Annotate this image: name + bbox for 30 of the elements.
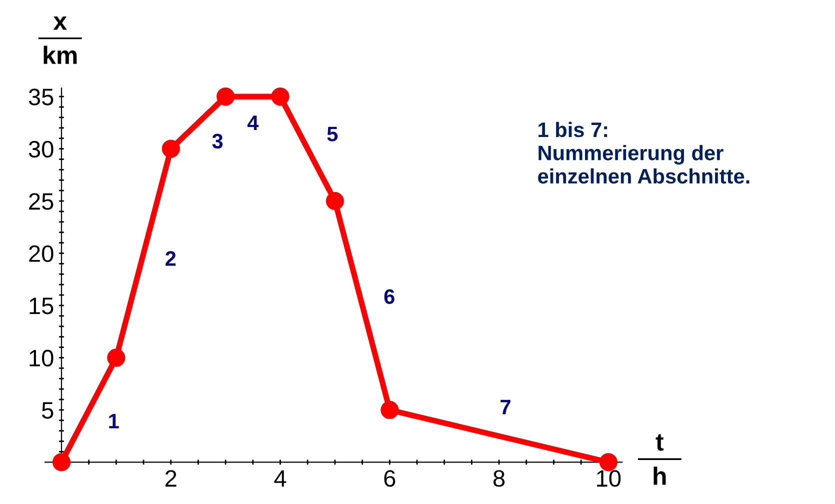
point xyxy=(216,88,235,106)
x-axis-title: t h xyxy=(654,434,666,485)
y-axis-title: x km xyxy=(44,16,77,64)
y-tick-label: 10 xyxy=(30,350,54,366)
point xyxy=(52,453,71,472)
x-tick-label: 6 xyxy=(384,470,396,487)
annotation: 3 xyxy=(212,134,223,149)
x-tick-label: 10 xyxy=(597,470,621,487)
point xyxy=(271,88,290,106)
x-tick-label: 4 xyxy=(274,470,286,487)
point xyxy=(380,400,399,419)
point xyxy=(599,453,618,472)
annotation: 1 bis 7: Nummerierung der einzelnen Abschnitte. xyxy=(538,122,750,184)
annotation: 4 xyxy=(247,116,259,130)
y-tick-label: 35 xyxy=(28,88,54,106)
y-tick-label: 20 xyxy=(29,245,54,262)
point xyxy=(326,192,344,210)
annotation: 2 xyxy=(166,251,176,266)
annotation: 5 xyxy=(327,126,338,142)
y-tick-label: 25 xyxy=(29,193,54,210)
annotation: 6 xyxy=(384,289,394,304)
y-tick-label: 30 xyxy=(28,140,54,158)
annotation: 7 xyxy=(500,400,510,414)
y-tick-label: 5 xyxy=(42,402,54,419)
point xyxy=(162,140,180,158)
annotation: 1 xyxy=(109,414,119,428)
x-tick-label: 2 xyxy=(166,470,176,487)
point xyxy=(107,348,126,367)
y-tick-label: 15 xyxy=(30,298,54,314)
x-tick-label: 8 xyxy=(493,470,505,487)
